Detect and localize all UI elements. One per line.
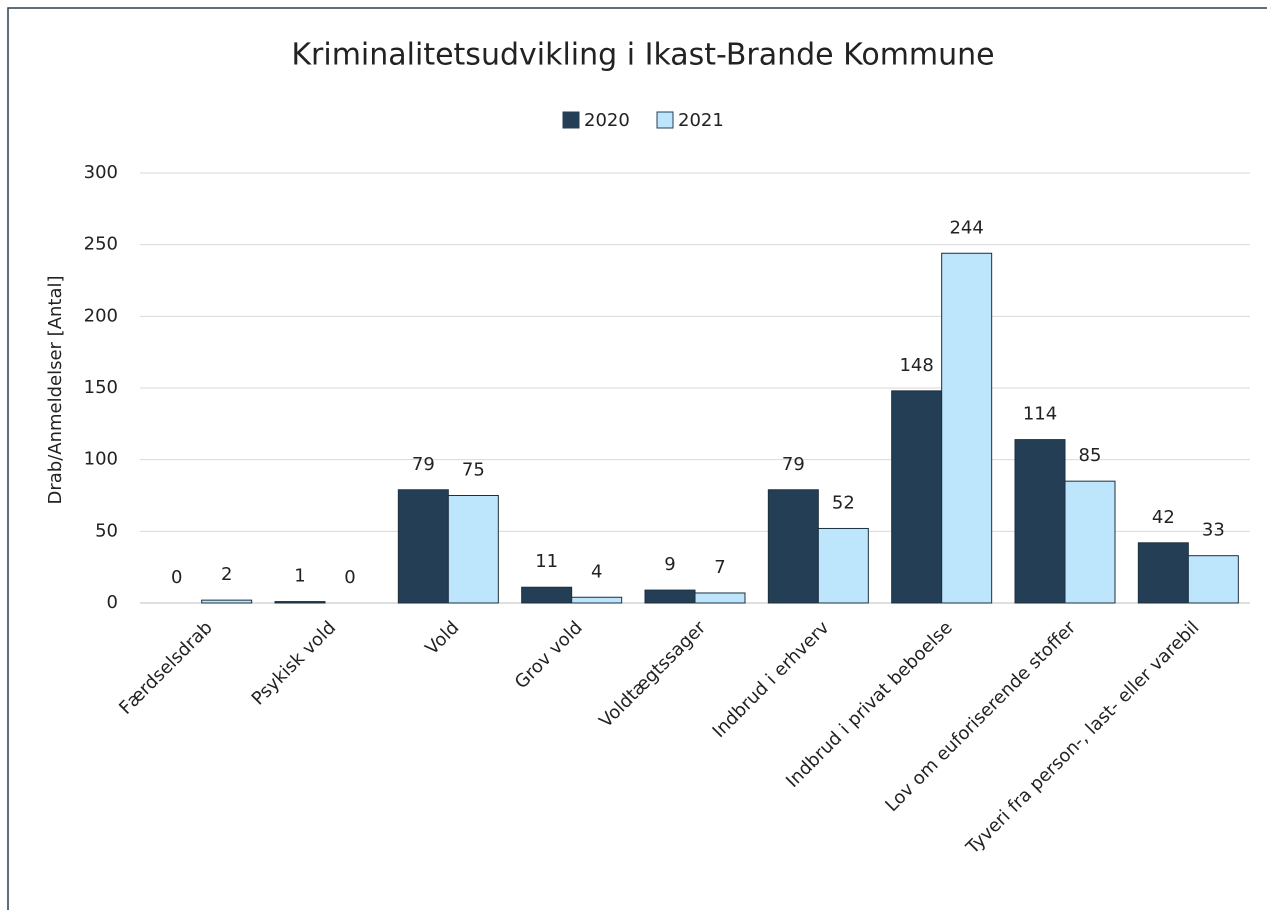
- data-label: 114: [1023, 404, 1057, 425]
- y-axis-label: Drab/Anmeldelser [Antal]: [45, 275, 66, 504]
- data-label: 148: [899, 355, 933, 376]
- y-tick-label: 100: [84, 449, 118, 470]
- data-label: 33: [1202, 520, 1225, 541]
- legend-label: 2021: [678, 110, 724, 131]
- data-label: 2: [221, 564, 232, 585]
- legend-label: 2020: [584, 110, 630, 131]
- bar: [571, 596, 623, 604]
- bar: [274, 601, 326, 604]
- bar: [1187, 555, 1239, 604]
- bar: [1014, 439, 1066, 604]
- data-label: 11: [535, 551, 558, 572]
- y-tick-label: 50: [95, 520, 118, 541]
- bar: [1064, 480, 1116, 604]
- y-tick-label: 200: [84, 305, 118, 326]
- bar: [767, 489, 819, 604]
- data-label: 85: [1079, 445, 1102, 466]
- bar: [694, 592, 746, 604]
- chart-title: Kriminalitetsudvikling i Ikast-Brande Ko…: [291, 38, 994, 73]
- bar: [891, 390, 943, 604]
- legend-swatch: [562, 111, 580, 129]
- data-label: 79: [782, 454, 805, 475]
- data-label: 9: [664, 554, 675, 575]
- data-label: 79: [412, 454, 435, 475]
- data-label: 75: [462, 460, 485, 481]
- data-label: 42: [1152, 507, 1175, 528]
- bar: [941, 252, 993, 604]
- data-label: 4: [591, 561, 602, 582]
- bar: [397, 489, 449, 604]
- data-label: 244: [949, 217, 983, 238]
- bar: [201, 599, 253, 604]
- bar: [521, 586, 573, 604]
- data-label: 0: [171, 567, 182, 588]
- y-tick-label: 250: [84, 234, 118, 255]
- bar: [644, 589, 696, 604]
- y-tick-label: 300: [84, 162, 118, 183]
- y-tick-label: 150: [84, 377, 118, 398]
- y-tick-label: 0: [107, 592, 118, 613]
- bar: [447, 495, 499, 604]
- bar: [817, 527, 869, 604]
- bar: [1137, 542, 1189, 604]
- data-label: 1: [294, 566, 305, 587]
- data-label: 52: [832, 492, 855, 513]
- data-label: 0: [344, 567, 355, 588]
- legend-swatch: [656, 111, 674, 129]
- data-label: 7: [714, 557, 725, 578]
